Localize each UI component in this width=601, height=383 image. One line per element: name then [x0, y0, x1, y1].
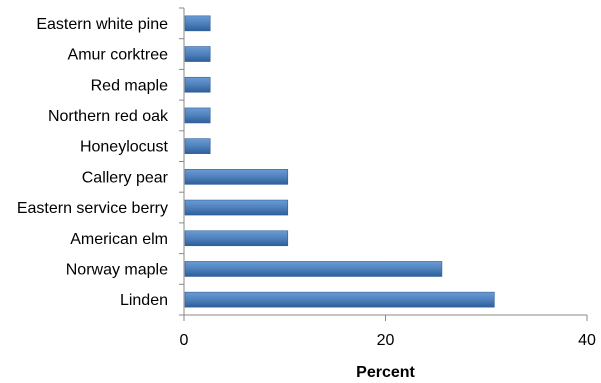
x-tick-labels: 0 20 40: [180, 332, 596, 349]
category-label: Linden: [120, 292, 168, 309]
bar: [184, 46, 211, 62]
x-tick-label: 0: [180, 332, 189, 349]
category-label: Northern red oak: [48, 108, 169, 125]
bar: [184, 138, 211, 154]
category-label: Norway maple: [66, 261, 168, 278]
category-labels: Eastern white pine Amur corktree Red maple…: [17, 16, 169, 309]
x-tick-label: 40: [578, 332, 596, 349]
category-label: American elm: [70, 231, 168, 248]
category-label: Callery pear: [82, 169, 169, 186]
bar: [184, 261, 443, 277]
bar: [184, 291, 495, 308]
category-label: Amur corktree: [68, 47, 169, 64]
x-tick-label: 20: [377, 332, 395, 349]
bar: [184, 230, 289, 247]
axes: [179, 7, 588, 321]
bars-group: [184, 15, 495, 308]
category-label: Red maple: [91, 77, 168, 94]
category-label: Eastern white pine: [36, 16, 168, 33]
category-label: Honeylocust: [80, 139, 169, 156]
bar: [184, 107, 211, 124]
bar: [184, 199, 289, 216]
bar: [184, 15, 211, 32]
bar: [184, 76, 211, 93]
bar: [184, 169, 289, 185]
x-axis-title: Percent: [356, 364, 415, 381]
category-label: Eastern service berry: [17, 200, 168, 217]
